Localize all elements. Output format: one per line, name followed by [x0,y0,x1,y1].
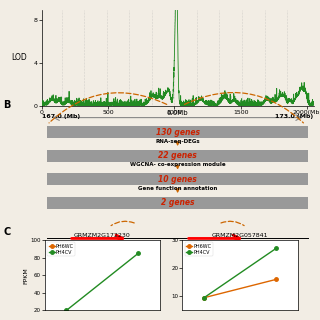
Text: Gene function annotation: Gene function annotation [138,186,217,191]
Text: 167.0 (Mb): 167.0 (Mb) [42,114,80,119]
Bar [47,126,308,138]
Text: 22 genes: 22 genes [158,151,197,160]
Title: GRMZM2G172230: GRMZM2G172230 [74,233,131,238]
Bar [47,196,308,209]
Y-axis label: LOD: LOD [12,53,28,62]
Text: 6.0Mb: 6.0Mb [167,110,188,116]
Legend: PH6WC, PH4CV: PH6WC, PH4CV [47,243,76,256]
Text: C: C [3,227,11,237]
Text: 173.0 (Mb): 173.0 (Mb) [276,114,314,119]
Text: 2 genes: 2 genes [161,198,194,207]
Text: 10 genes: 10 genes [158,175,197,184]
Bar [47,149,308,162]
Text: RNA-seq-DEGs: RNA-seq-DEGs [155,139,200,144]
Text: 130 genes: 130 genes [156,128,200,137]
Legend: PH6WC, PH4CV: PH6WC, PH4CV [185,243,213,256]
Title: GRMZM2G057841: GRMZM2G057841 [212,233,268,238]
Text: B: B [3,100,11,110]
Bar [47,173,308,185]
Text: WGCNA- co-expression module: WGCNA- co-expression module [130,162,225,167]
Y-axis label: FPKM: FPKM [24,267,29,284]
